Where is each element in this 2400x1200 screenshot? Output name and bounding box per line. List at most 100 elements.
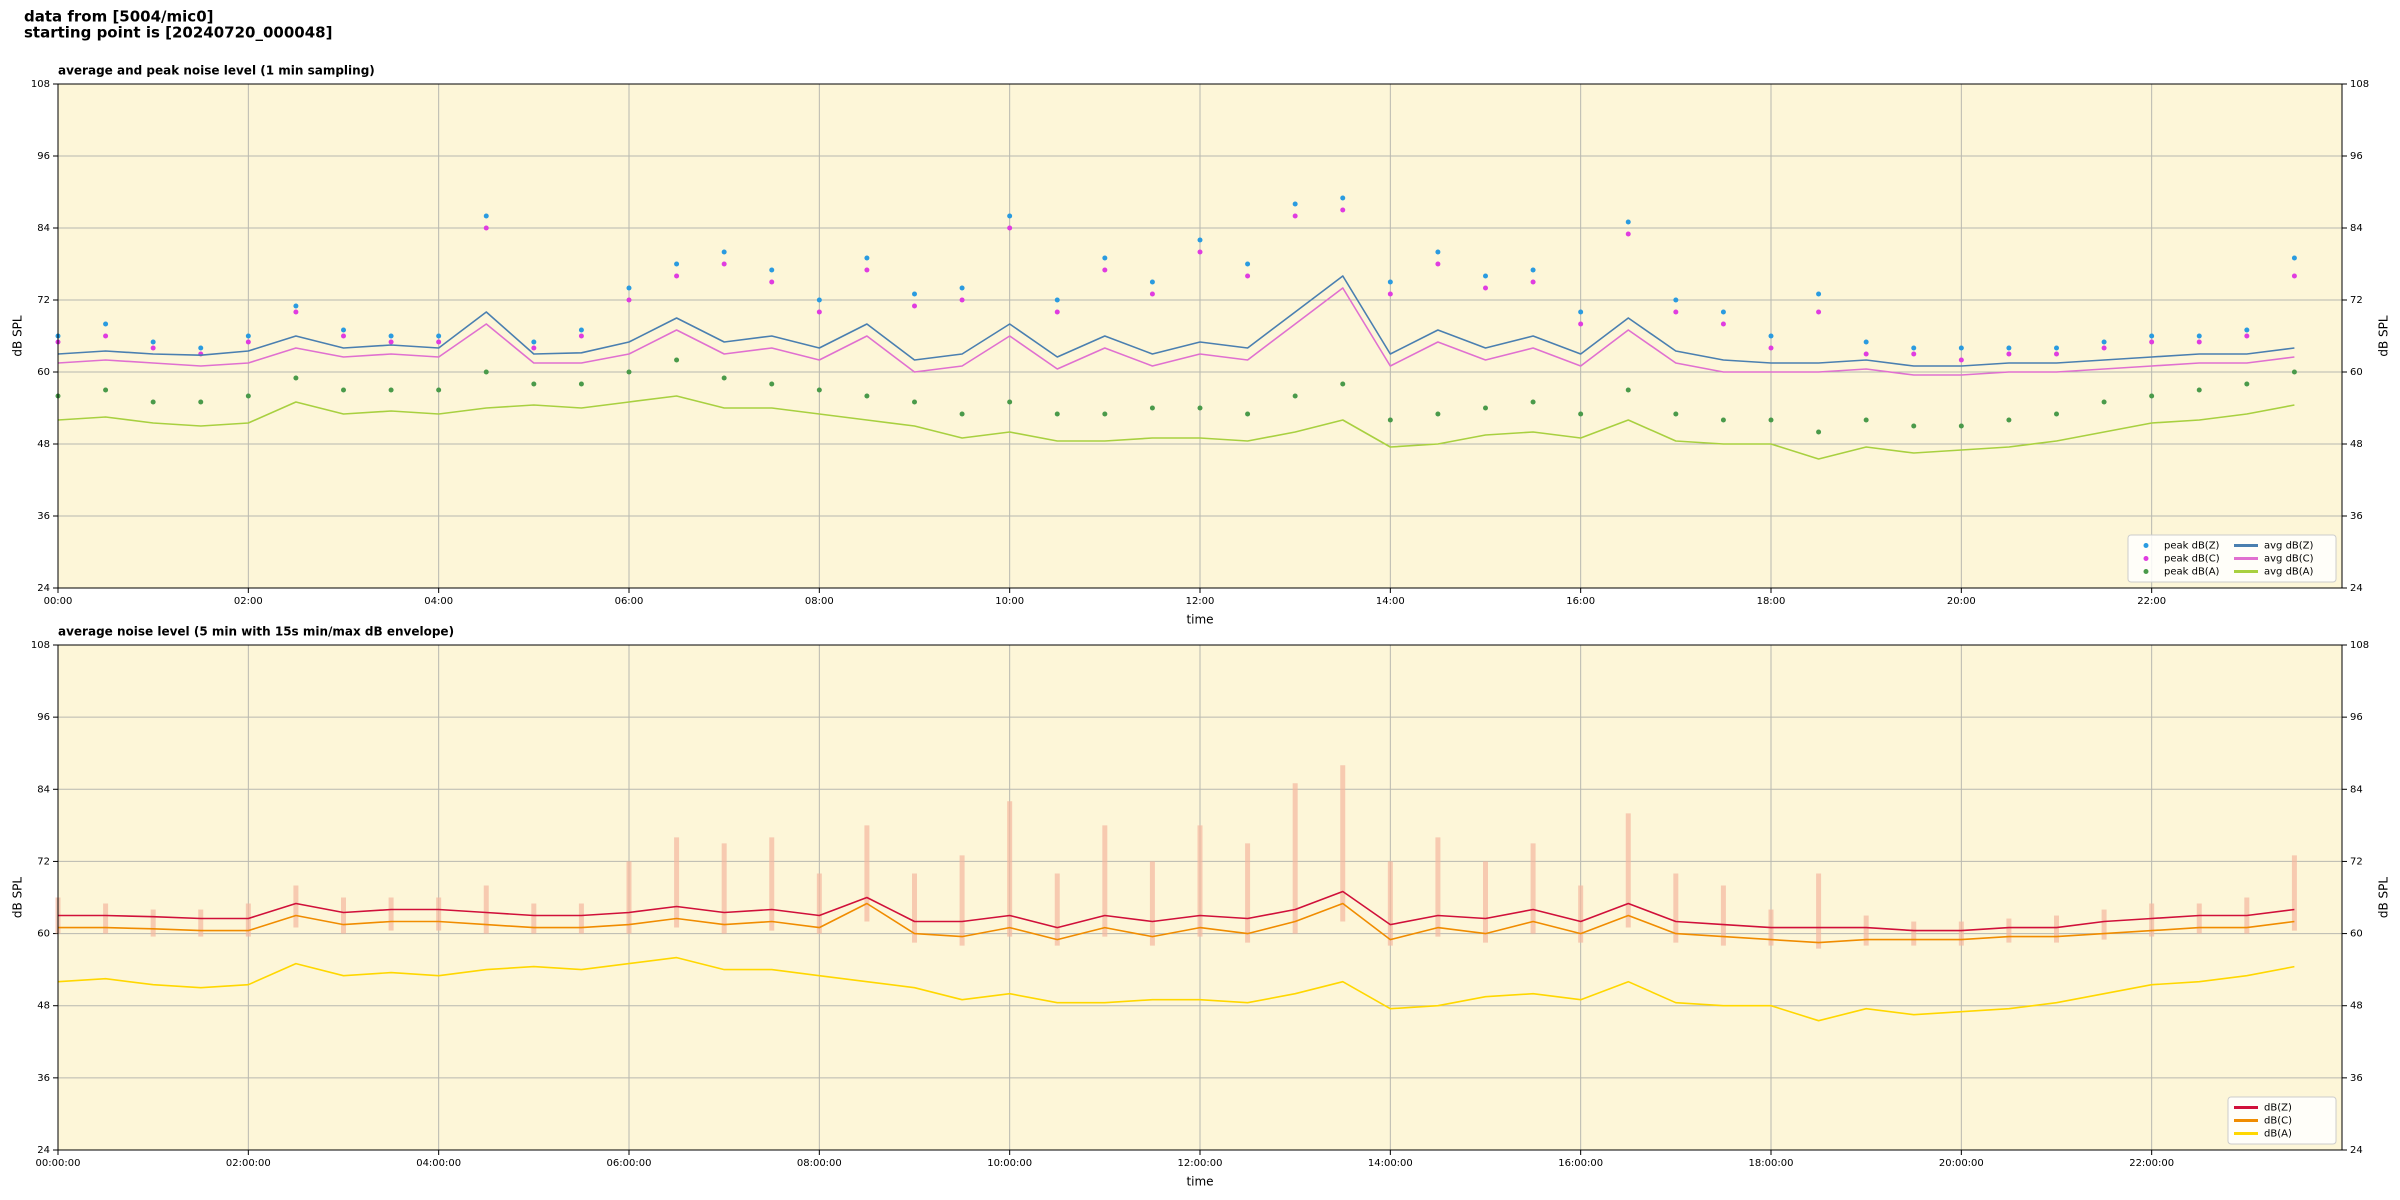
peak-dot [674,357,680,363]
legend-box [2127,534,2337,583]
x-tick-label: 06:00 [615,596,644,607]
peak-dot [674,273,680,279]
peak-dot [1102,255,1108,261]
peak-dot [864,255,870,261]
peak-dot [1863,351,1869,357]
peak-dot [388,387,394,393]
y-tick-label: 72 [37,295,50,306]
legend-label: avg dB(Z) [2264,541,2314,552]
peak-dot [1768,345,1774,351]
y-tick-label: 60 [37,929,50,940]
y-tick-label: 24 [2350,1145,2363,1156]
peak-dot [2196,387,2202,393]
x-axis-label: time [1186,1175,1213,1189]
peak-dot [245,393,251,399]
x-tick-label: 14:00:00 [1368,1158,1413,1169]
peak-dot [1530,267,1536,273]
x-axis-label: time [1186,613,1213,627]
peak-dot [198,345,204,351]
peak-dot [1387,279,1393,285]
peak-dot [864,393,870,399]
y-tick-label: 84 [2350,784,2363,795]
peak-dot [1911,351,1917,357]
peak-dot [2054,411,2059,417]
y-tick-label: 24 [37,583,50,594]
peak-dot [150,339,156,345]
peak-dot [1007,225,1013,231]
series-line [57,287,2295,376]
peak-dot [959,411,965,417]
peak-dot [912,291,917,297]
x-tick-label: 10:00:00 [987,1158,1032,1169]
x-tick-label: 00:00 [44,596,73,607]
legend-label: dB(C) [2264,1116,2292,1127]
y-tick-label: 36 [37,1073,50,1084]
peak-dot [1625,231,1631,237]
y-tick-label: 72 [2350,856,2363,867]
legend-label: peak dB(C) [2164,554,2220,565]
peak-dot [103,321,109,327]
peak-dot [2149,333,2155,339]
peak-dot [103,387,109,393]
peak-dot [1149,279,1155,285]
peak-dot [959,297,965,303]
peak-dot [2101,339,2107,345]
peak-dot [1958,357,1964,363]
peak-dot [1958,423,1964,429]
peak-dot [674,261,680,267]
peak-dot [1816,309,1822,315]
panel-title: average and peak noise level (1 min samp… [58,64,375,78]
legend-label: avg dB(A) [2264,567,2314,578]
y-tick-label: 108 [2350,640,2369,651]
peak-dot [578,333,584,339]
peak-dot [578,327,584,333]
y-tick-label: 96 [2350,712,2363,723]
peak-dot [531,339,537,345]
peak-dot [1435,411,1441,417]
legend-label: peak dB(Z) [2164,541,2220,552]
x-tick-label: 14:00 [1376,596,1405,607]
peak-dot [483,213,489,219]
peak-dot [1149,405,1155,411]
x-tick-label: 12:00 [1186,596,1215,607]
peak-dot [293,375,299,381]
peak-dot [578,381,584,387]
series-line [57,275,2295,367]
x-tick-label: 04:00:00 [416,1158,461,1169]
y-tick-label: 96 [2350,151,2363,162]
peak-dot [721,375,727,381]
peak-dot [912,303,917,309]
y-tick-label: 60 [2350,367,2363,378]
peak-dot [721,249,727,255]
x-tick-label: 10:00 [995,596,1024,607]
peak-dot [436,333,442,339]
x-tick-label: 08:00 [805,596,834,607]
peak-dot [816,309,822,315]
peak-dot [1197,405,1203,411]
peak-dot [2006,351,2012,357]
y-axis-label: dB SPL [11,877,25,919]
peak-dot [1483,285,1488,291]
y-tick-label: 36 [2350,511,2363,522]
peak-dot [1435,249,1441,255]
peak-dot [1387,417,1393,423]
legend-swatch [2143,569,2149,574]
peak-dot [1720,309,1726,315]
x-tick-label: 20:00 [1947,596,1976,607]
y-tick-label: 108 [2350,79,2369,90]
peak-dot [2291,273,2297,279]
plot-frame [57,83,2343,589]
y-tick-label: 36 [2350,1073,2363,1084]
peak-dot [1435,261,1441,267]
peak-dot [2196,339,2202,345]
peak-dot [2149,339,2155,345]
header-line: starting point is [20240720_000048] [24,24,332,42]
peak-dot [769,267,775,273]
y-axis-label: dB SPL [11,315,25,357]
y-tick-label: 24 [2350,583,2363,594]
peak-dot [1673,297,1679,303]
peak-dot [1102,411,1108,417]
y-tick-label: 84 [37,223,50,234]
peak-dot [816,387,822,393]
